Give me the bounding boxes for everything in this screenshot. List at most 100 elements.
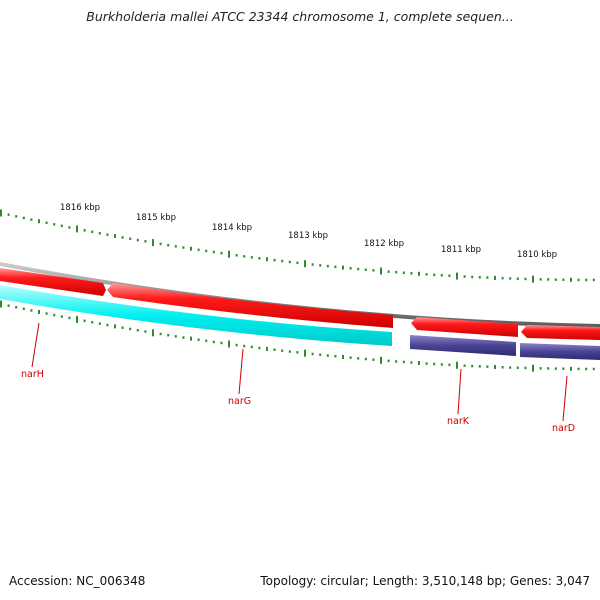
lower-ruler-tick xyxy=(281,349,284,352)
lower-ruler-tick xyxy=(129,327,132,331)
upper-ruler-tick xyxy=(197,248,200,252)
lower-ruler-tick xyxy=(83,319,86,323)
narK-label-line xyxy=(457,368,462,415)
lower-ruler-tick xyxy=(425,362,428,365)
lower-ruler-tick xyxy=(296,351,299,354)
upper-ruler-tick xyxy=(296,261,299,265)
lower-ruler-tick xyxy=(532,364,534,372)
lower-ruler-tick xyxy=(494,365,496,369)
lower-ruler-tick xyxy=(585,367,588,371)
upper-ruler-tick xyxy=(288,260,291,264)
upper-ruler-tick xyxy=(418,271,420,276)
lower-ruler-tick xyxy=(53,313,56,317)
upper-ruler-tick xyxy=(304,260,306,268)
upper-ruler-tick xyxy=(266,257,268,262)
upper-ruler-tick xyxy=(357,267,360,271)
lower-ruler-tick xyxy=(516,366,519,369)
upper-ruler-tick xyxy=(501,276,504,280)
upper-ruler-tick xyxy=(281,259,284,263)
upper-ruler-tick xyxy=(68,226,71,229)
upper-ruler-tick xyxy=(539,278,542,281)
ruler-label-1816: 1816 kbp xyxy=(60,203,100,213)
upper-ruler-tick xyxy=(38,219,40,224)
accession-text: Accession: NC_006348 xyxy=(9,574,146,588)
upper-ruler-tick xyxy=(364,268,367,271)
upper-ruler-tick xyxy=(395,270,398,274)
lower-ruler-tick xyxy=(258,346,261,350)
upper-ruler-tick xyxy=(53,223,56,226)
upper-ruler-tick xyxy=(380,267,382,275)
upper-ruler-tick xyxy=(182,246,185,249)
upper-ruler-tick xyxy=(440,274,443,277)
lower-ruler-tick xyxy=(547,367,550,370)
gene-label-lines xyxy=(31,322,568,422)
upper-ruler-tick xyxy=(235,254,238,257)
lower-ruler-tick xyxy=(167,333,170,337)
lower-ruler-tick xyxy=(509,366,512,369)
lower-ruler-tick xyxy=(0,300,2,308)
upper-ruler-tick xyxy=(372,269,375,272)
forward-gene-1 xyxy=(0,268,106,296)
upper-ruler-tick xyxy=(121,236,124,239)
upper-ruler-tick xyxy=(114,234,116,238)
upper-ruler-tick xyxy=(410,272,413,275)
narD-label-line xyxy=(562,375,568,422)
upper-ruler-tick xyxy=(30,218,33,221)
lower-ruler-tick xyxy=(456,361,458,369)
upper-ruler-tick xyxy=(448,274,451,277)
upper-ruler-tick xyxy=(60,224,63,228)
narH-label-line xyxy=(31,322,40,368)
lower-ruler-tick xyxy=(418,361,420,365)
lower-ruler-tick xyxy=(136,329,139,332)
gene-label-narH: narH xyxy=(21,369,44,380)
gene-labels: narH narG narK narD xyxy=(21,369,575,434)
upper-ruler-tick xyxy=(190,246,192,251)
lower-ruler-tick xyxy=(68,316,71,320)
upper-ruler-tick xyxy=(273,258,276,262)
upper-ruler-tick xyxy=(91,230,94,234)
lower-ruler-tick xyxy=(250,345,253,349)
upper-ruler-tick xyxy=(532,275,534,283)
lower-ruler-tick xyxy=(554,367,557,370)
ruler-label-1815: 1815 kbp xyxy=(136,213,176,223)
lower-ruler-tick xyxy=(60,315,63,318)
lower-ruler-tick xyxy=(288,350,291,353)
lower-ruler-tick xyxy=(220,341,223,345)
lower-ruler-tick xyxy=(334,355,337,358)
upper-ruler-tick xyxy=(15,215,18,218)
lower-ruler-tick xyxy=(357,357,360,360)
lower-ruler-tick xyxy=(478,365,481,368)
upper-ruler-tick xyxy=(342,265,344,270)
lower-ruler-tick xyxy=(235,343,238,347)
upper-ruler-tick xyxy=(144,240,147,243)
upper-ruler-tick xyxy=(425,273,428,276)
ruler-labels: 1816 kbp 1815 kbp 1814 kbp 1813 kbp 1812… xyxy=(60,203,557,260)
lower-ruler-tick xyxy=(190,336,192,341)
lower-ruler-tick xyxy=(182,336,185,339)
ruler-label-1811: 1811 kbp xyxy=(441,245,481,255)
lower-ruler-tick xyxy=(342,355,344,359)
upper-ruler-tick xyxy=(83,229,86,232)
upper-ruler-tick xyxy=(311,263,314,266)
upper-ruler-tick xyxy=(205,249,208,253)
upper-ruler-tick xyxy=(0,209,2,217)
upper-ruler-tick xyxy=(174,245,177,248)
lower-ruler-tick xyxy=(76,315,78,323)
lower-ruler-tick xyxy=(22,307,25,311)
lower-ruler-tick xyxy=(326,354,329,357)
ruler-ticks-upper xyxy=(0,209,595,283)
lower-ruler-tick xyxy=(98,322,101,325)
upper-ruler-tick xyxy=(250,256,253,259)
upper-ruler-tick xyxy=(570,277,572,282)
lower-ruler-tick xyxy=(159,332,162,336)
lower-ruler-tick xyxy=(30,309,33,312)
lower-ruler-tick xyxy=(463,364,466,367)
lower-ruler-tick xyxy=(45,312,48,315)
upper-ruler-tick xyxy=(524,277,527,281)
lower-ruler-tick xyxy=(402,360,405,364)
lower-ruler-tick xyxy=(486,365,489,368)
upper-ruler-tick xyxy=(152,239,154,247)
upper-ruler-tick xyxy=(326,264,329,268)
upper-ruler-tick xyxy=(167,243,170,247)
